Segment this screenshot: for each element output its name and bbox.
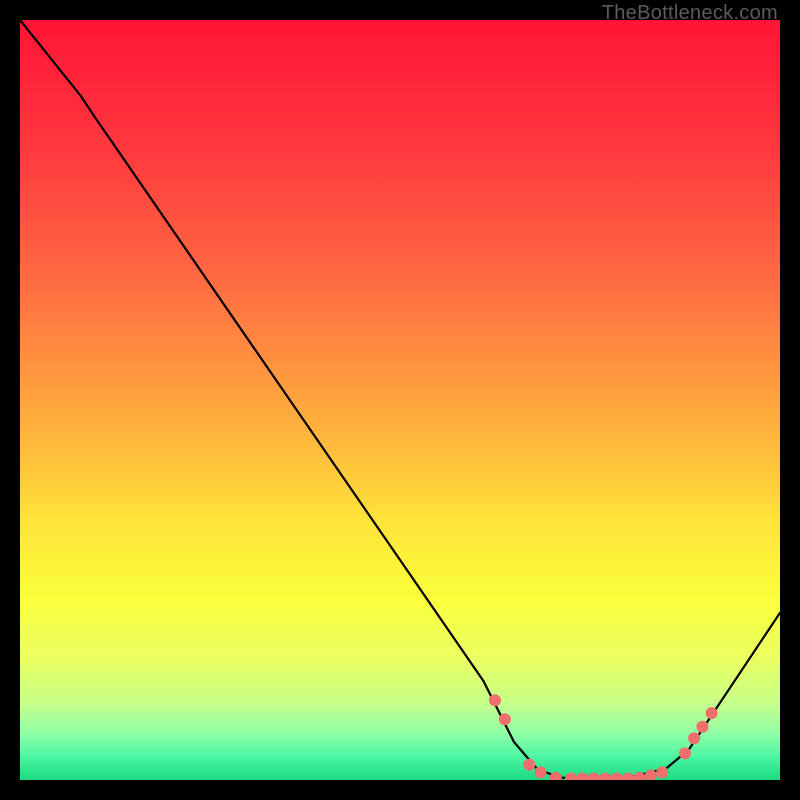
data-marker [622, 772, 634, 780]
data-marker [588, 772, 600, 780]
bottleneck-curve [20, 20, 780, 778]
data-marker [550, 772, 562, 780]
data-marker [565, 772, 577, 780]
plot-area [20, 20, 780, 780]
data-marker [535, 766, 547, 778]
data-marker [576, 772, 588, 780]
data-marker [611, 772, 623, 780]
data-marker [523, 759, 535, 771]
marker-group [489, 694, 718, 780]
data-marker [489, 694, 501, 706]
data-marker [696, 721, 708, 733]
chart-overlay [20, 20, 780, 780]
data-marker [656, 766, 668, 778]
data-marker [688, 732, 700, 744]
data-marker [706, 707, 718, 719]
data-marker [499, 713, 511, 725]
data-marker [599, 772, 611, 780]
data-marker [679, 747, 691, 759]
